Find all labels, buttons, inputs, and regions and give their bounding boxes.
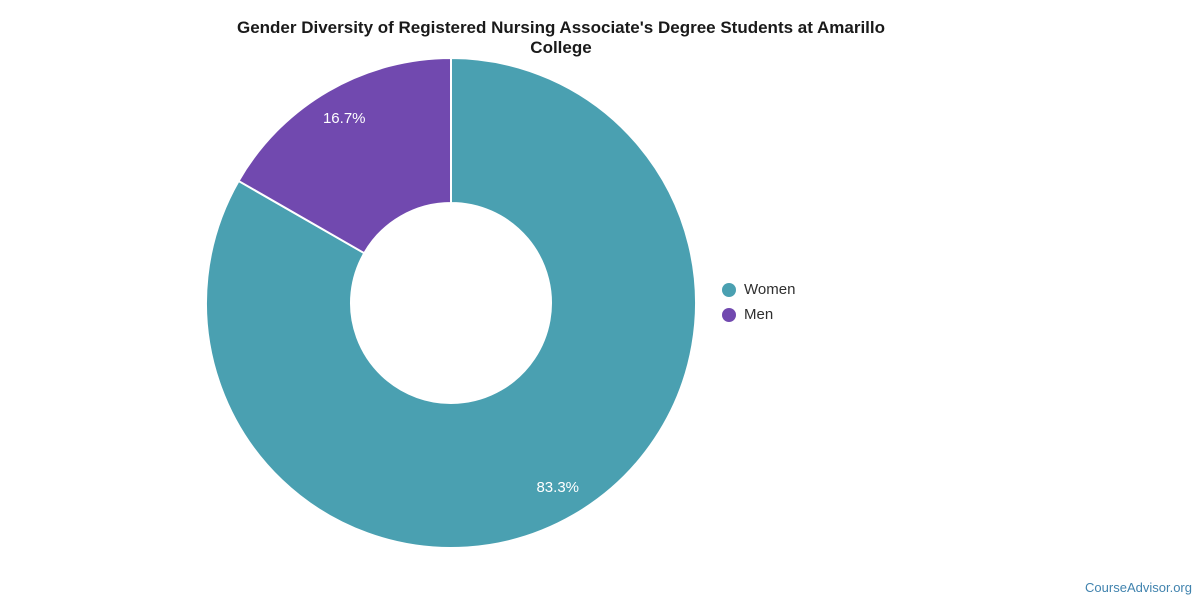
chart-title: Gender Diversity of Registered Nursing A… bbox=[236, 18, 886, 57]
pie-slice-women[interactable] bbox=[205, 57, 697, 549]
legend-item-women[interactable]: Women bbox=[722, 280, 795, 299]
legend-swatch-women bbox=[722, 282, 736, 297]
slice-percent-label-men: 16.7% bbox=[323, 110, 366, 127]
legend: Women Men bbox=[722, 280, 795, 324]
legend-label: Women bbox=[744, 281, 796, 298]
legend-label: Men bbox=[744, 306, 774, 323]
courseadvisor-credit-link[interactable]: CourseAdvisor.org bbox=[1085, 580, 1192, 595]
pie-slice-men[interactable] bbox=[237, 57, 452, 255]
slice-percent-label-women: 83.3% bbox=[536, 479, 579, 496]
legend-swatch-men bbox=[722, 307, 736, 322]
legend-item-men[interactable]: Men bbox=[722, 305, 795, 324]
